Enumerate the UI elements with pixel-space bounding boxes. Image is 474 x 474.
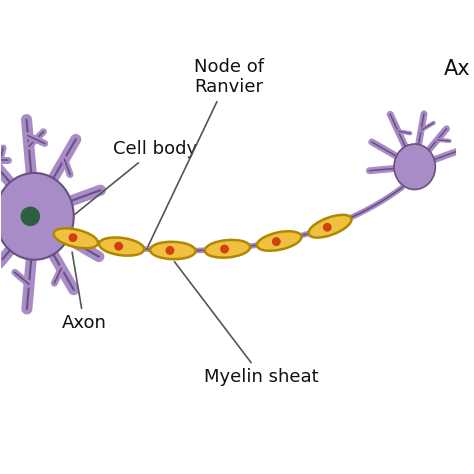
Text: Myelin sheat: Myelin sheat xyxy=(174,262,319,386)
Ellipse shape xyxy=(205,240,250,258)
Ellipse shape xyxy=(394,144,435,190)
Circle shape xyxy=(221,246,228,253)
Circle shape xyxy=(69,234,77,241)
Circle shape xyxy=(166,246,173,254)
Ellipse shape xyxy=(150,242,196,259)
Circle shape xyxy=(324,224,331,231)
Text: Ax: Ax xyxy=(444,59,470,79)
Circle shape xyxy=(115,243,122,250)
Text: Axon: Axon xyxy=(62,252,107,332)
Circle shape xyxy=(21,207,39,226)
Text: Node of
Ranvier: Node of Ranvier xyxy=(148,57,264,246)
Ellipse shape xyxy=(0,173,74,260)
Ellipse shape xyxy=(257,231,301,251)
Ellipse shape xyxy=(99,237,144,255)
Circle shape xyxy=(273,238,280,246)
Ellipse shape xyxy=(54,228,98,248)
Ellipse shape xyxy=(309,215,352,237)
Text: Cell body: Cell body xyxy=(49,140,197,235)
